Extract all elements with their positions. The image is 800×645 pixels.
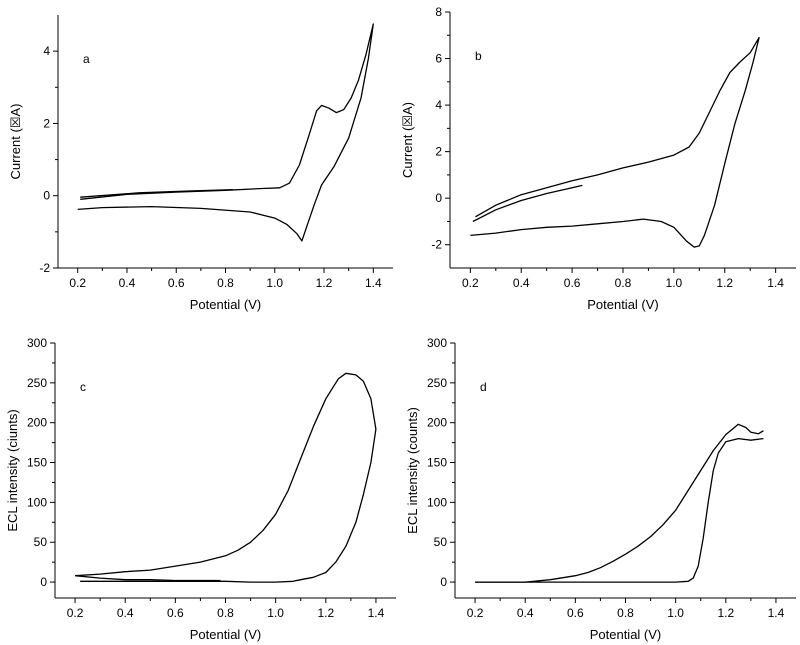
- x-tick-label: 1.0: [267, 606, 284, 620]
- series-line: [77, 23, 374, 242]
- y-axis-title: ECL intensity (counts): [405, 407, 420, 534]
- panel-label: b: [475, 49, 482, 63]
- series-line: [475, 423, 764, 583]
- y-tick-label: 0: [40, 575, 47, 589]
- x-tick-label: 1.2: [316, 276, 333, 290]
- x-tick-label: 0.2: [462, 276, 479, 290]
- x-tick-label: 1.2: [716, 276, 733, 290]
- x-axis-title: Potential (V): [587, 297, 659, 312]
- y-tick-label: 2: [43, 116, 50, 130]
- y-tick-label: 250: [27, 376, 47, 390]
- x-tick-label: 1.2: [717, 606, 734, 620]
- x-tick-label: 0.4: [513, 276, 530, 290]
- y-tick-label: 300: [27, 336, 47, 350]
- x-axis-title: Potential (V): [590, 627, 662, 642]
- x-tick-label: 0.8: [617, 606, 634, 620]
- x-axis-title: Potential (V): [190, 627, 262, 642]
- y-tick-label: 4: [435, 98, 442, 112]
- x-tick-label: 0.2: [67, 606, 84, 620]
- x-tick-label: 0.6: [564, 276, 581, 290]
- x-tick-label: 1.2: [317, 606, 334, 620]
- series-line: [75, 372, 377, 583]
- x-tick-label: 0.6: [167, 606, 184, 620]
- y-tick-label: 50: [434, 535, 448, 549]
- x-tick-label: 1.0: [266, 276, 283, 290]
- y-tick-label: 100: [27, 495, 47, 509]
- y-tick-label: 0: [440, 575, 447, 589]
- x-tick-label: 0.6: [168, 276, 185, 290]
- x-tick-label: 0.4: [117, 606, 134, 620]
- y-axis-title: Current (☒A): [400, 102, 415, 178]
- series-line: [470, 36, 760, 248]
- y-tick-label: 100: [427, 495, 447, 509]
- chart-panel-c: 0.2 0.4 0.6 0.8 1.0 1.2 1.4 0 50 100 150 200 250 300 P…: [5, 336, 396, 642]
- y-tick-label: 8: [435, 5, 442, 19]
- x-tick-label: 1.0: [666, 276, 683, 290]
- x-tick-label: 0.2: [69, 276, 86, 290]
- y-tick-label: 0: [43, 189, 50, 203]
- x-tick-label: 0.8: [615, 276, 632, 290]
- x-tick-label: 0.4: [517, 606, 534, 620]
- x-tick-label: 1.0: [667, 606, 684, 620]
- y-tick-label: 150: [27, 456, 47, 470]
- chart-panel-b: 0.2 0.4 0.6 0.8 1.0 1.2 1.4 -2 0 2 4 6 8 Potential (V…: [400, 5, 796, 312]
- y-tick-label: -2: [431, 238, 442, 252]
- x-tick-label: 0.8: [217, 276, 234, 290]
- y-tick-label: 6: [435, 52, 442, 66]
- series-line: [472, 184, 583, 223]
- y-tick-label: -2: [39, 261, 50, 275]
- x-axis-title: Potential (V): [190, 297, 262, 312]
- panel-label: a: [83, 52, 90, 66]
- y-tick-label: 50: [34, 535, 48, 549]
- x-tick-label: 1.4: [368, 606, 385, 620]
- y-tick-label: 250: [427, 376, 447, 390]
- y-tick-label: 2: [435, 145, 442, 159]
- y-tick-label: 4: [43, 44, 50, 58]
- panel-label: c: [80, 380, 86, 394]
- y-tick-label: 150: [427, 456, 447, 470]
- y-axis-title: Current (☒A): [8, 104, 23, 180]
- series-line: [80, 188, 233, 198]
- chart-panel-a: 0.2 0.4 0.6 0.8 1.0 1.2 1.4 -2 0 2 4 Potential (V) C…: [8, 15, 393, 312]
- series-line: [475, 437, 764, 583]
- y-tick-label: 200: [427, 416, 447, 430]
- y-tick-label: 200: [27, 416, 47, 430]
- chart-panel-d: 0.2 0.4 0.6 0.8 1.0 1.2 1.4 0 50 100 150 200 250 300 P…: [405, 336, 796, 642]
- panel-label: d: [480, 380, 487, 394]
- series-line: [75, 575, 221, 582]
- x-tick-label: 1.4: [365, 276, 382, 290]
- y-tick-label: 300: [427, 336, 447, 350]
- x-tick-label: 0.6: [567, 606, 584, 620]
- x-tick-label: 0.4: [119, 276, 136, 290]
- y-tick-label: 0: [435, 191, 442, 205]
- x-tick-label: 0.2: [467, 606, 484, 620]
- x-tick-label: 0.8: [217, 606, 234, 620]
- x-tick-label: 1.4: [768, 606, 785, 620]
- x-tick-label: 1.4: [767, 276, 784, 290]
- y-axis-title: ECL intensity (ciunts): [5, 409, 20, 531]
